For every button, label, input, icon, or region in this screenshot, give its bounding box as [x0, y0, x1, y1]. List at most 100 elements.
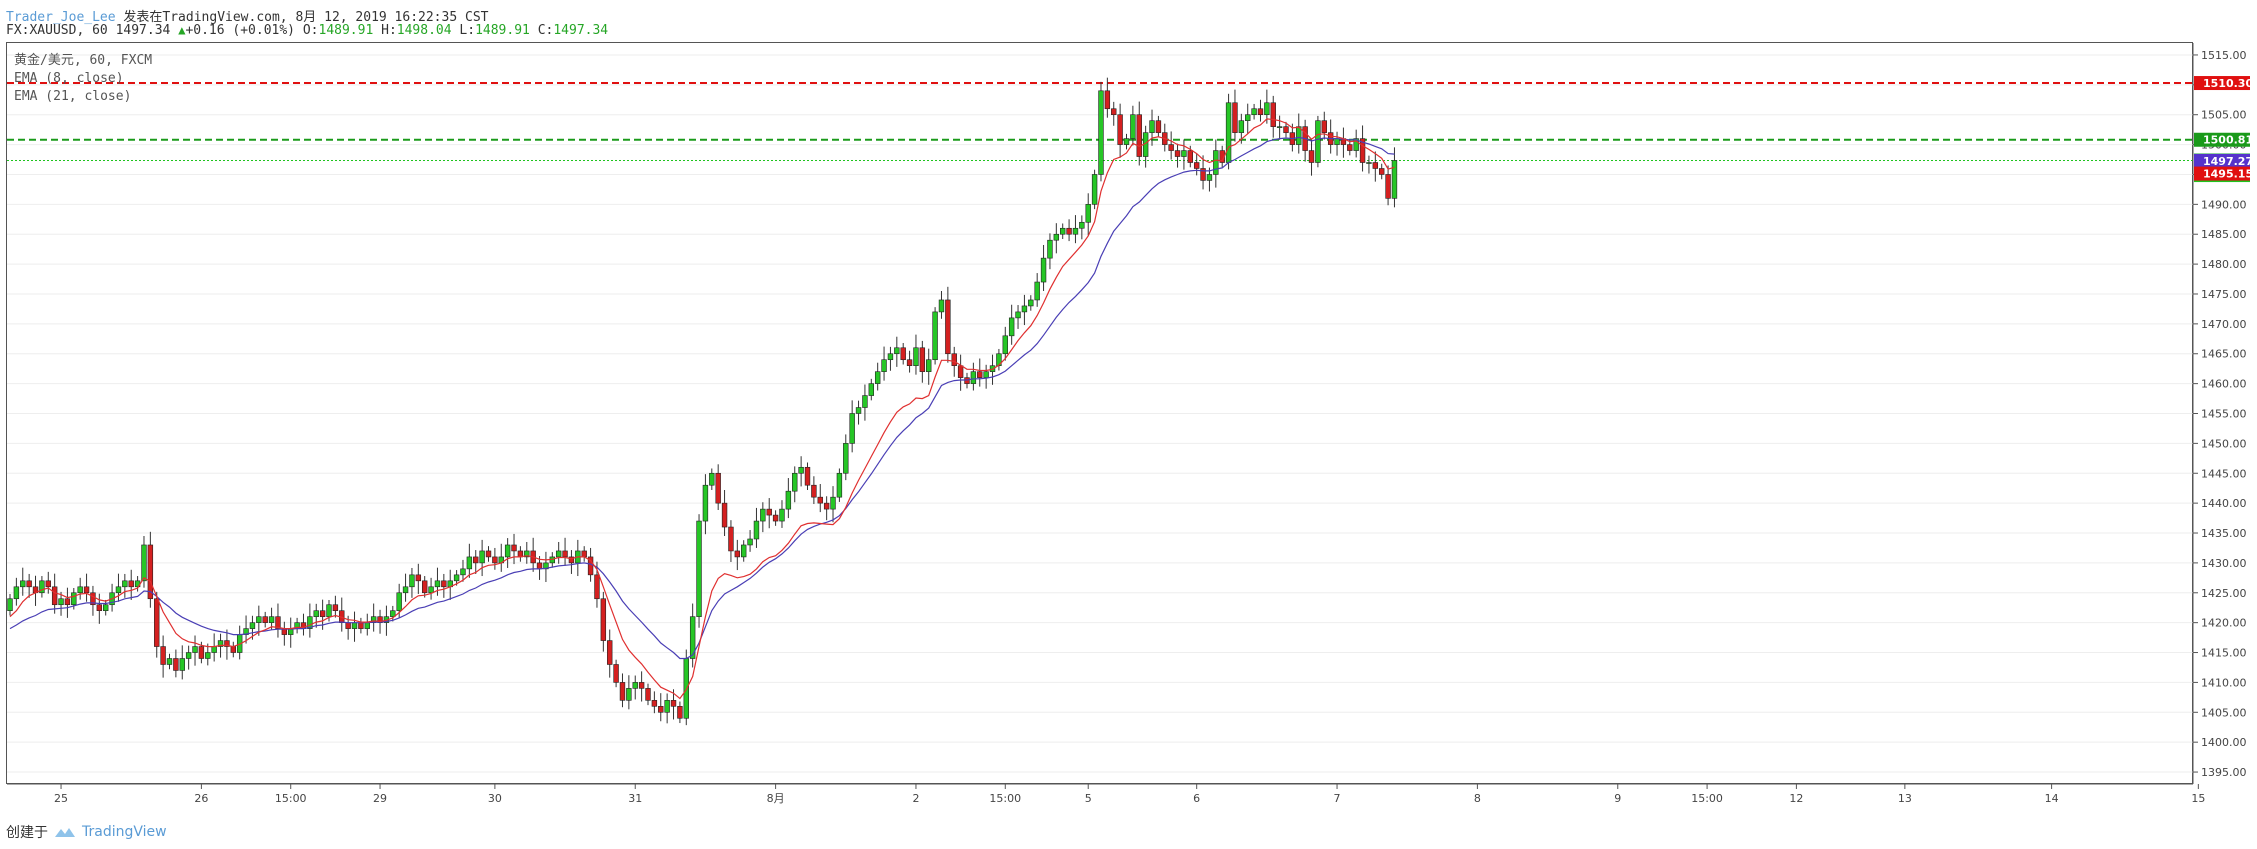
candle-down — [96, 604, 103, 612]
candle-up — [702, 484, 709, 522]
candle-down — [766, 508, 772, 516]
x-tick-label: 7 — [1334, 792, 1341, 805]
candle-down — [587, 556, 594, 576]
candle-down — [198, 646, 205, 659]
author-link[interactable]: Trader_Joe_Lee — [6, 10, 116, 25]
candle-down — [173, 658, 179, 671]
candle-down — [600, 598, 607, 641]
candle-up — [1002, 335, 1008, 355]
candle-up — [1366, 162, 1372, 164]
tradingview-logo-icon — [55, 828, 75, 837]
x-tick-label: 12 — [1789, 792, 1803, 805]
candle-up — [868, 383, 875, 396]
price-label-text: 1495.15 — [2203, 168, 2253, 181]
x-tick-label: 5 — [1085, 792, 1092, 805]
candle-down — [619, 682, 626, 701]
candle-up — [256, 616, 262, 623]
tradingview-brand[interactable]: TradingView — [82, 824, 167, 840]
candle-up — [1072, 227, 1079, 235]
candle-down — [511, 544, 517, 552]
candle-up — [166, 658, 173, 665]
candle-up — [849, 413, 855, 444]
candle-up — [1391, 160, 1398, 199]
candle-up — [13, 586, 20, 600]
candle-down — [581, 550, 587, 558]
candle-down — [811, 484, 817, 498]
candle-up — [938, 299, 945, 313]
candle-down — [568, 556, 575, 564]
candle-down — [1283, 126, 1289, 133]
candle-up — [122, 580, 128, 588]
candle-down — [332, 604, 339, 612]
candle-up — [1098, 90, 1104, 175]
candle-up — [211, 646, 217, 653]
candle-up — [1251, 108, 1257, 116]
candle-down — [721, 502, 728, 528]
candle-down — [677, 706, 683, 719]
candle-down — [658, 706, 664, 713]
candle-down — [607, 640, 613, 665]
created-by-text: 创建于 — [6, 825, 48, 841]
y-tick-label: 1505.00 — [2201, 109, 2247, 122]
y-tick-label: 1450.00 — [2201, 437, 2247, 450]
candle-up — [626, 688, 632, 701]
candle-down — [728, 526, 734, 552]
candle-down — [823, 502, 830, 510]
x-tick-label: 25 — [54, 792, 68, 805]
candle-down — [1385, 174, 1391, 199]
candle-down — [1136, 114, 1142, 157]
candle-up — [1213, 150, 1219, 175]
candle-down — [230, 646, 236, 653]
candle-up — [862, 395, 868, 408]
x-tick-label: 14 — [2045, 792, 2059, 805]
candle-down — [90, 592, 96, 606]
candle-up — [77, 586, 83, 594]
candle-up — [1034, 281, 1040, 301]
x-tick-label: 15:00 — [1691, 792, 1723, 805]
candle-down — [345, 622, 351, 629]
candle-down — [964, 377, 970, 384]
candle-down — [951, 353, 957, 366]
candle-down — [1155, 120, 1162, 133]
candle-down — [1321, 120, 1327, 133]
y-tick-label: 1470.00 — [2201, 318, 2247, 331]
candle-up — [843, 443, 849, 474]
x-tick-label: 2 — [912, 792, 919, 805]
candle-down — [224, 640, 230, 647]
x-tick-label: 13 — [1898, 792, 1912, 805]
candle-up — [1206, 174, 1213, 181]
candle-down — [734, 550, 741, 558]
candle-down — [473, 556, 479, 564]
candle-up — [740, 544, 747, 558]
candle-up — [1225, 102, 1232, 163]
candle-up — [1047, 239, 1053, 259]
candle-up — [887, 353, 894, 361]
x-tick-label: 30 — [488, 792, 502, 805]
candle-down — [160, 646, 166, 665]
y-tick-label: 1455.00 — [2201, 408, 2247, 421]
candle-up — [779, 508, 785, 522]
candle-down — [638, 682, 645, 689]
candle-up — [1091, 174, 1098, 205]
candle-up — [402, 586, 409, 594]
y-tick-label: 1400.00 — [2201, 736, 2247, 749]
legend-ema-slow: EMA (21, close) — [14, 89, 132, 104]
candle-up — [798, 466, 804, 474]
candle-down — [957, 365, 964, 378]
candle-up — [58, 598, 64, 606]
candle-down — [1347, 144, 1353, 151]
x-tick-label: 15:00 — [275, 792, 307, 805]
candle-down — [1359, 138, 1366, 163]
candle-up — [453, 574, 460, 582]
candle-up — [103, 604, 109, 612]
candle-up — [428, 586, 434, 594]
x-tick-label: 8月 — [767, 792, 785, 805]
candle-down — [1104, 90, 1111, 110]
candle-up — [1334, 138, 1340, 145]
candle-down — [492, 556, 498, 564]
x-tick-label: 15 — [2191, 792, 2205, 805]
header-line-1: Trader_Joe_Lee 发表在TradingView.com, 8月 12… — [6, 6, 488, 25]
candle-up — [307, 616, 313, 629]
price-label-text: 1510.30 — [2203, 77, 2253, 90]
